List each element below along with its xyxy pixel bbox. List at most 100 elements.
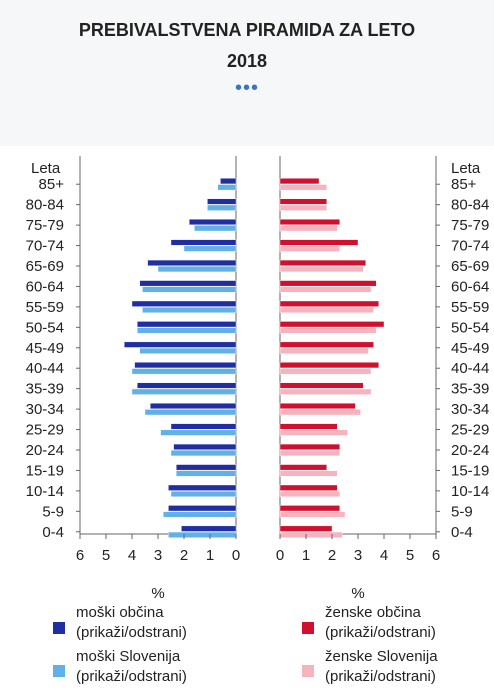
legend-item-female-slovenia[interactable]: ženske Slovenija (prikaži/odstrani)	[325, 647, 438, 687]
legend-toggle-link[interactable]: (prikaži/odstrani)	[325, 624, 436, 641]
age-group-label-left: 0-4	[42, 524, 64, 541]
age-group-label-left: 55-59	[26, 299, 64, 316]
age-group-label-left: 15-19	[26, 462, 64, 479]
x-tick-label: 0	[276, 547, 284, 564]
legend-toggle-link[interactable]: (prikaži/odstrani)	[325, 668, 436, 685]
bar-ženske-občina-0-4	[279, 525, 333, 532]
legend-toggle-link[interactable]: (prikaži/odstrani)	[76, 668, 187, 685]
age-group-label-right: 60-64	[451, 278, 489, 295]
bar-moški-slovenija-80-84	[207, 204, 237, 211]
age-group-label-right: 55-59	[451, 299, 489, 316]
bar-ženske-občina-80-84	[279, 198, 327, 205]
bar-ženske-slovenija-70-74	[279, 245, 340, 252]
age-group-label-right: 65-69	[451, 258, 489, 275]
bar-moški-slovenija-30-34	[144, 409, 237, 416]
x-tick-label: 4	[380, 547, 388, 564]
bar-moški-občina-0-4	[181, 525, 237, 532]
bar-moški-slovenija-85plus	[217, 184, 237, 191]
bar-ženske-občina-40-44	[279, 362, 380, 369]
chart-header: PREBIVALSTVENA PIRAMIDA ZA LETO 2018 •••	[0, 0, 494, 146]
bar-moški-slovenija-20-24	[170, 450, 237, 457]
bar-ženske-občina-5-9	[279, 505, 340, 512]
age-group-label-right: 85+	[451, 176, 477, 193]
bar-moški-občina-40-44	[134, 362, 237, 369]
legend-label: ženske občina	[325, 604, 421, 621]
bar-ženske-slovenija-45-49	[279, 347, 369, 354]
x-axis-label-right: %	[351, 585, 364, 602]
x-tick-label: 2	[180, 547, 188, 564]
age-group-label-right: 20-24	[451, 442, 489, 459]
age-group-label-left: 70-74	[26, 238, 64, 255]
bar-moški-občina-85plus	[220, 178, 237, 185]
age-group-label-left: 50-54	[26, 319, 64, 336]
bar-ženske-slovenija-80-84	[279, 204, 327, 211]
x-tick-label: 0	[232, 547, 240, 564]
age-group-label-right: 5-9	[451, 503, 473, 520]
bar-ženske-občina-65-69	[279, 259, 367, 266]
bar-moški-občina-35-39	[136, 382, 237, 389]
bar-moški-občina-80-84	[207, 198, 237, 205]
legend-label: moški občina	[76, 604, 164, 621]
bar-ženske-slovenija-75-79	[279, 225, 338, 232]
bar-moški-slovenija-60-64	[142, 286, 237, 293]
bar-ženske-slovenija-25-29	[279, 429, 348, 436]
bar-moški-občina-75-79	[188, 219, 237, 226]
chart-title: PREBIVALSTVENA PIRAMIDA ZA LETO	[78, 20, 416, 40]
age-group-label-right: 50-54	[451, 319, 489, 336]
x-tick-label: 1	[206, 547, 214, 564]
age-group-label-right: 40-44	[451, 360, 489, 377]
bar-ženske-slovenija-0-4	[279, 531, 343, 538]
age-group-label-left: 5-9	[42, 503, 64, 520]
bar-ženske-slovenija-50-54	[279, 327, 377, 334]
age-axis-label-left: Leta	[31, 160, 61, 177]
bar-moški-slovenija-40-44	[131, 368, 237, 375]
bar-ženske-občina-25-29	[279, 423, 338, 430]
x-tick-label: 3	[154, 547, 162, 564]
bar-ženske-občina-75-79	[279, 219, 340, 226]
legend-toggle-link[interactable]: (prikaži/odstrani)	[76, 624, 187, 641]
bar-moški-slovenija-45-49	[139, 347, 237, 354]
age-group-label-left: 25-29	[26, 422, 64, 439]
x-tick-label: 1	[302, 547, 310, 564]
age-group-label-left: 45-49	[26, 340, 64, 357]
age-group-label-left: 60-64	[26, 278, 64, 295]
legend-item-male-municipality[interactable]: moški občina (prikaži/odstrani)	[76, 603, 187, 643]
bar-moški-občina-5-9	[168, 505, 237, 512]
more-options-icon[interactable]: •••	[234, 77, 259, 99]
bar-moški-slovenija-10-14	[170, 490, 237, 497]
bar-moški-slovenija-70-74	[183, 245, 237, 252]
bar-moški-občina-45-49	[123, 341, 237, 348]
age-group-label-right: 25-29	[451, 422, 489, 439]
age-group-label-left: 20-24	[26, 442, 64, 459]
x-tick-label: 5	[406, 547, 414, 564]
bar-moški-slovenija-25-29	[160, 429, 237, 436]
x-axis-label-left: %	[151, 585, 164, 602]
legend-swatch-female-municipality	[302, 622, 314, 634]
bar-ženske-slovenija-10-14	[279, 490, 340, 497]
legend-item-male-slovenia[interactable]: moški Slovenija (prikaži/odstrani)	[76, 647, 187, 687]
legend-label: moški Slovenija	[76, 648, 181, 665]
age-group-label-left: 80-84	[26, 197, 64, 214]
bar-moški-občina-50-54	[136, 321, 237, 328]
age-group-label-left: 30-34	[26, 401, 64, 418]
x-tick-label: 5	[102, 547, 110, 564]
bar-moški-slovenija-35-39	[131, 388, 237, 395]
bar-ženske-občina-85plus	[279, 178, 320, 185]
age-group-label-left: 35-39	[26, 381, 64, 398]
legend-item-female-municipality[interactable]: ženske občina (prikaži/odstrani)	[325, 603, 436, 643]
bar-moški-slovenija-15-19	[175, 470, 237, 477]
bar-ženske-občina-70-74	[279, 239, 359, 246]
bar-ženske-občina-60-64	[279, 280, 377, 287]
bar-ženske-občina-20-24	[279, 443, 340, 450]
age-group-label-right: 45-49	[451, 340, 489, 357]
bar-moški-slovenija-65-69	[157, 266, 237, 273]
bar-ženske-slovenija-5-9	[279, 511, 346, 518]
bar-moški-slovenija-0-4	[168, 531, 237, 538]
age-group-label-right: 75-79	[451, 217, 489, 234]
age-group-label-right: 15-19	[451, 462, 489, 479]
bar-moški-občina-55-59	[131, 300, 237, 307]
bar-moški-občina-60-64	[139, 280, 237, 287]
x-tick-label: 6	[432, 547, 440, 564]
age-group-label-left: 75-79	[26, 217, 64, 234]
